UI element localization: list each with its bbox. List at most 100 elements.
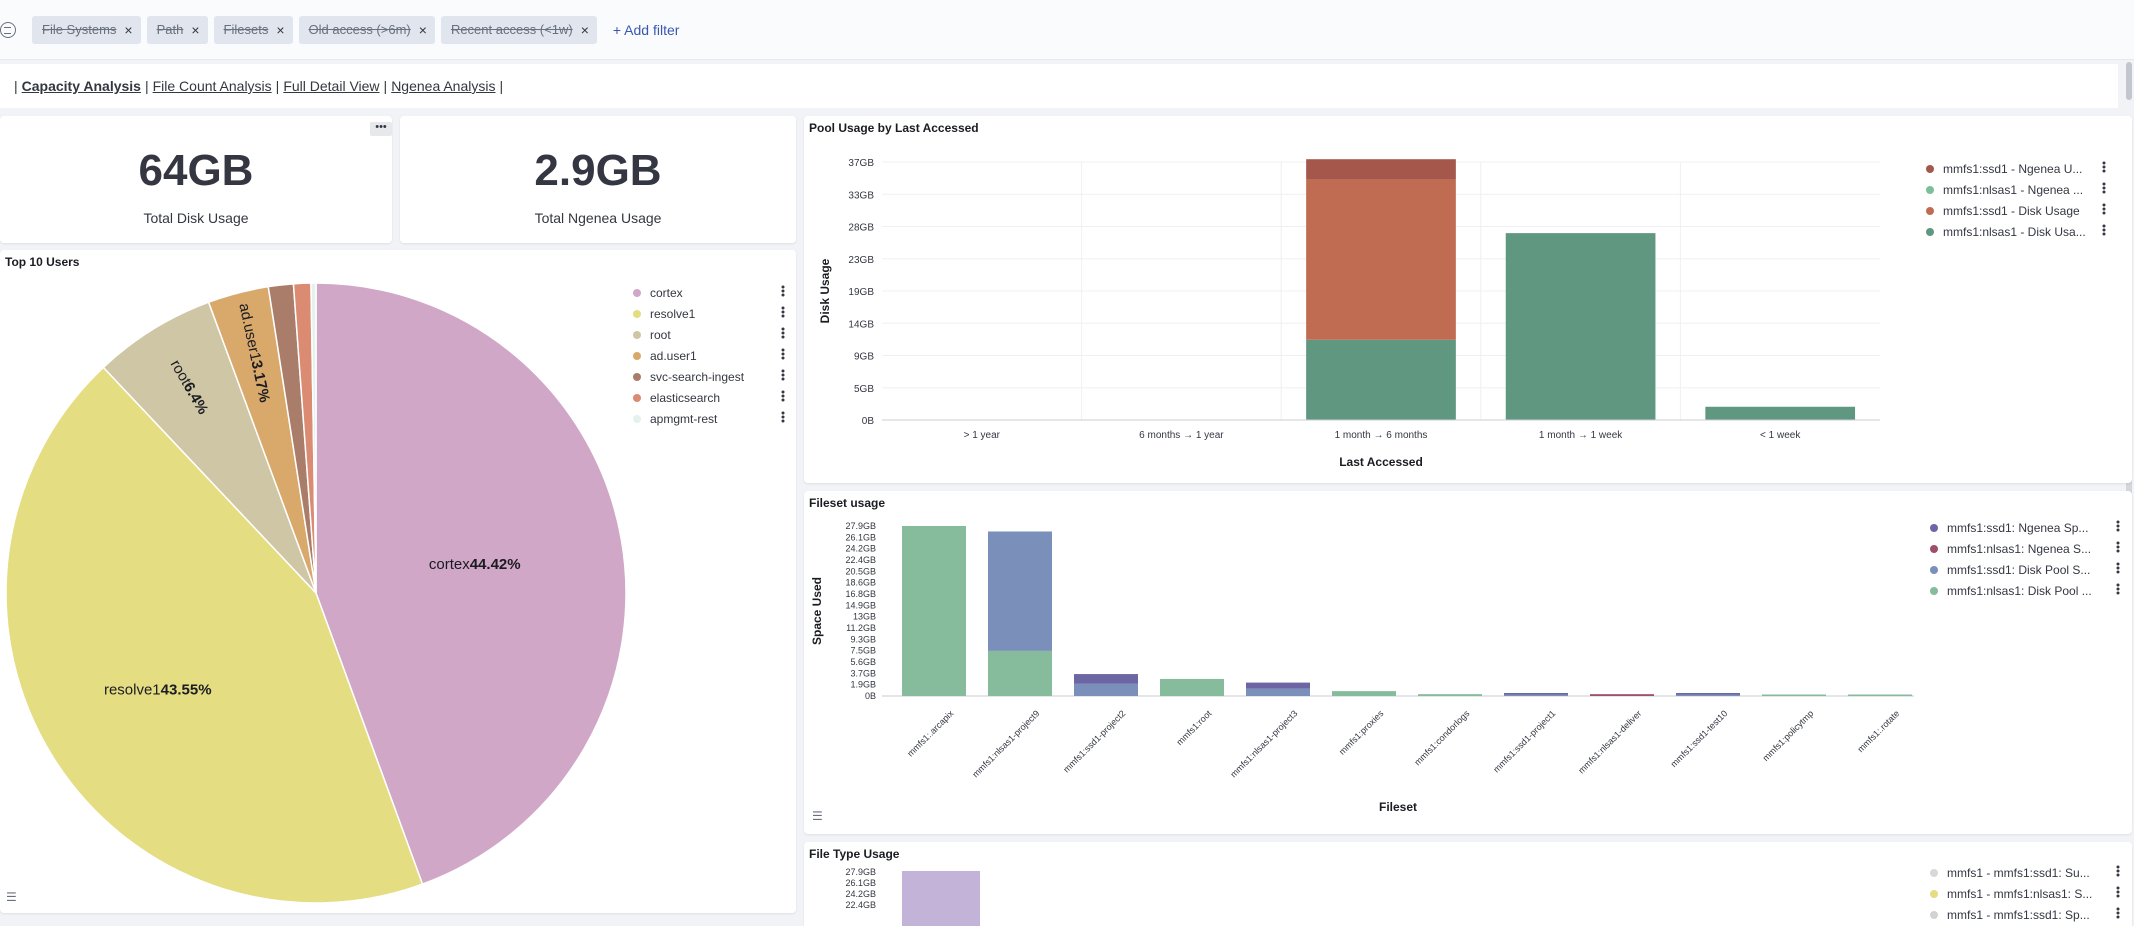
legend-options-icon[interactable] [2116,562,2120,577]
legend-swatch [1930,910,1938,919]
legend-options-icon[interactable] [2116,541,2120,556]
bar-segment[interactable] [1306,159,1456,180]
legend-item[interactable]: mmfs1:nlsas1: Disk Pool ... [1930,580,2120,601]
legend-label: mmfs1:nlsas1 - Ngenea ... [1943,182,2084,197]
legend-toggle-icon[interactable]: ☰ [812,809,823,823]
bar-segment[interactable] [1676,694,1740,697]
filter-pill[interactable]: File Systems × [32,15,141,44]
legend-item[interactable]: apmgmt-rest [633,408,785,429]
panel-options-icon[interactable]: ••• [370,122,392,136]
bar-segment[interactable] [1676,693,1740,695]
tab-link[interactable]: Full Detail View [283,78,380,94]
legend-item[interactable]: mmfs1 - mmfs1:nlsas1: S... [1930,883,2120,904]
legend-item[interactable]: mmfs1:ssd1: Disk Pool S... [1930,559,2120,580]
legend-swatch [1930,868,1938,877]
filter-pill[interactable]: Old access (>6m) × [298,15,435,44]
legend-options-icon[interactable] [781,348,785,363]
pie-slice[interactable] [5,366,424,904]
legend-swatch [1926,185,1934,194]
legend-options-icon[interactable] [2116,583,2120,598]
legend-options-icon[interactable] [2116,520,2120,535]
legend-options-icon[interactable] [2102,182,2106,197]
add-filter-button[interactable]: + Add filter [612,21,680,38]
fileset-usage-title: Fileset usage [809,496,886,510]
bar-segment[interactable] [1504,693,1568,695]
legend-item[interactable]: ad.user1 [633,345,785,366]
bar-segment[interactable] [1762,694,1826,697]
tabs-scrollbar[interactable] [2126,62,2132,100]
legend-options-icon[interactable] [781,390,785,405]
x-tick-label: 1 month → 1 week [1539,430,1623,441]
legend-item[interactable]: mmfs1:ssd1 - Disk Usage [1926,200,2106,221]
bar-segment[interactable] [902,526,966,696]
filter-pill[interactable]: Recent access (<1w) × [440,15,597,44]
legend-toggle-icon[interactable]: ☰ [6,890,17,904]
filter-icon[interactable] [0,21,16,38]
legend-options-icon[interactable] [781,327,785,342]
remove-filter-icon[interactable]: × [191,21,200,38]
remove-filter-icon[interactable]: × [418,21,427,38]
bar-segment[interactable] [1590,694,1654,696]
bar-segment[interactable] [1074,674,1138,684]
legend-options-icon[interactable] [781,369,785,384]
x-tick-label: mmfs1:policytmp [1761,708,1816,763]
legend-item[interactable]: mmfs1:ssd1: Ngenea Sp... [1930,517,2120,538]
bar-segment[interactable] [1246,688,1310,696]
tab-link[interactable]: Capacity Analysis [21,78,141,94]
legend-item[interactable]: mmfs1 - mmfs1:ssd1: Sp... [1930,904,2120,925]
bar-segment[interactable] [988,650,1052,696]
bar-segment[interactable] [902,871,980,926]
remove-filter-icon[interactable]: × [580,21,589,38]
pie-slice[interactable] [310,282,317,594]
bar-segment[interactable] [1418,694,1482,696]
legend-options-icon[interactable] [781,306,785,321]
legend-options-icon[interactable] [781,285,785,300]
legend-options-icon[interactable] [2116,865,2120,880]
legend-item[interactable]: mmfs1:ssd1 - Ngenea U... [1926,158,2106,179]
legend-options-icon[interactable] [2102,203,2106,218]
bar-segment[interactable] [1504,694,1568,697]
pie-slice[interactable] [315,282,627,886]
bar-segment[interactable] [1246,682,1310,689]
bar-segment[interactable] [1332,691,1396,696]
pool-usage-title: Pool Usage by Last Accessed [809,121,979,135]
legend-item[interactable]: elasticsearch [633,387,785,408]
legend-item[interactable]: mmfs1:nlsas1: Ngenea S... [1930,538,2120,559]
legend-label: ad.user1 [650,348,697,363]
tab-link[interactable]: File Count Analysis [152,78,272,94]
legend-item[interactable]: mmfs1 - mmfs1:ssd1: Su... [1930,862,2120,883]
filter-pill[interactable]: Filesets × [213,15,293,44]
legend-item[interactable]: cortex [633,282,785,303]
bar-segment[interactable] [1705,406,1856,420]
bar-segment[interactable] [1505,233,1656,420]
total-disk-usage-panel: 64GB Total Disk Usage [0,116,392,243]
bar-segment[interactable] [1306,179,1456,340]
legend-options-icon[interactable] [781,411,785,426]
legend-options-icon[interactable] [2102,224,2106,239]
legend-swatch [633,330,641,339]
bar-segment[interactable] [1306,339,1456,420]
legend-options-icon[interactable] [2116,907,2120,922]
y-axis-title: Disk Usage [818,258,832,323]
legend-options-icon[interactable] [2116,886,2120,901]
remove-filter-icon[interactable]: × [276,21,285,38]
bar-segment[interactable] [1074,683,1138,696]
legend-swatch [1930,523,1938,532]
legend-item[interactable]: svc-search-ingest [633,366,785,387]
pie-slice[interactable] [102,301,317,594]
tab-link[interactable]: Ngenea Analysis [391,78,496,94]
bar-segment[interactable] [988,531,1052,651]
bar-segment[interactable] [1160,678,1224,696]
legend-item[interactable]: mmfs1:nlsas1 - Ngenea ... [1926,179,2106,200]
filter-pill[interactable]: Path × [146,15,208,44]
total-disk-usage-label: Total Disk Usage [143,210,249,226]
y-axis-title: Space Used [810,577,824,645]
legend-item[interactable]: mmfs1:nlsas1 - Disk Usa... [1926,221,2106,242]
legend-item[interactable]: resolve1 [633,303,785,324]
y-tick-label: 7.5GB [850,646,876,656]
legend-options-icon[interactable] [2102,161,2106,176]
legend-item[interactable]: root [633,324,785,345]
remove-filter-icon[interactable]: × [124,21,133,38]
x-tick-label: mmfs1:nlsas1-project9 [970,708,1041,779]
bar-segment[interactable] [1848,694,1912,697]
